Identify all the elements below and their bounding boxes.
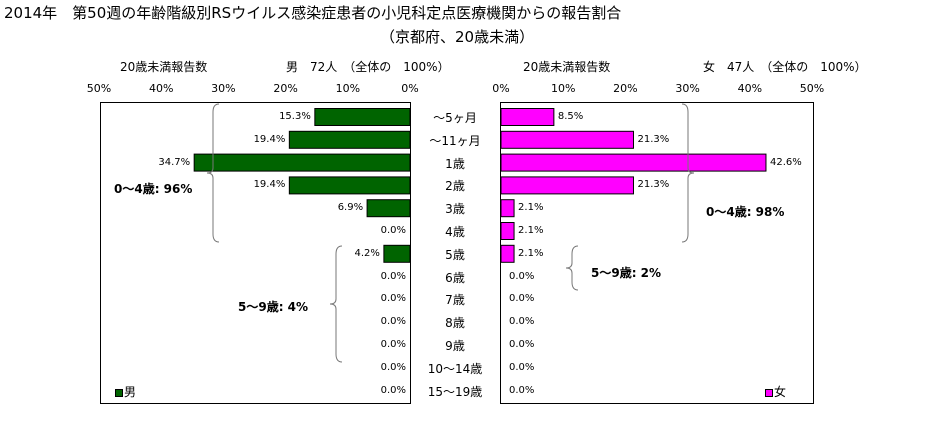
right-group-label-0-4: 0～4歳: 98% bbox=[706, 205, 785, 219]
category-label: 10～14歳 bbox=[427, 361, 483, 376]
female-data-label: 0.0% bbox=[509, 293, 535, 305]
female-data-label: 0.0% bbox=[509, 361, 535, 373]
female-bar bbox=[500, 108, 555, 126]
male-data-label: 0.0% bbox=[380, 225, 406, 236]
left-axis-tick: 40% bbox=[148, 82, 174, 95]
male-data-label: 0.0% bbox=[380, 316, 406, 328]
right-header-label: 20歳未満報告数 bbox=[523, 60, 611, 74]
female-data-label: 21.3% bbox=[637, 179, 670, 191]
male-bar bbox=[193, 153, 411, 172]
female-bar bbox=[500, 222, 515, 240]
right-axis-tick: 50% bbox=[799, 82, 825, 95]
male-data-label: 19.4% bbox=[253, 133, 286, 145]
category-label: 1歳 bbox=[445, 156, 465, 171]
female-data-label: 0.0% bbox=[509, 339, 535, 350]
right-axis-tick: 10% bbox=[550, 82, 576, 95]
female-bar bbox=[500, 244, 515, 263]
male-bar bbox=[383, 244, 411, 263]
left-axis-tick: 50% bbox=[86, 82, 112, 95]
male-bar bbox=[314, 108, 411, 126]
male-data-label: 6.9% bbox=[337, 202, 364, 214]
category-label: 3歳 bbox=[445, 202, 465, 217]
female-data-label: 42.6% bbox=[769, 156, 802, 168]
male-bar bbox=[288, 130, 411, 149]
male-data-label: 15.3% bbox=[279, 111, 311, 122]
female-data-label: 0.0% bbox=[509, 384, 535, 396]
left-axis-tick: 10% bbox=[335, 82, 361, 95]
left-header-label: 20歳未満報告数 bbox=[120, 60, 208, 74]
left-brace-0-4 bbox=[206, 103, 220, 243]
female-data-label: 21.3% bbox=[637, 133, 670, 145]
female-bar bbox=[500, 130, 634, 149]
category-label: 4歳 bbox=[445, 225, 465, 239]
female-data-label: 2.1% bbox=[518, 247, 544, 259]
legend-female-swatch bbox=[765, 388, 773, 397]
female-data-label: 2.1% bbox=[518, 225, 544, 236]
right-axis-tick: 40% bbox=[737, 82, 763, 95]
legend-female-label: 女 bbox=[774, 385, 787, 399]
male-bar bbox=[288, 176, 411, 195]
legend-male: 男 bbox=[115, 383, 136, 400]
category-label: 8歳 bbox=[445, 316, 465, 331]
right-axis-tick: 0% bbox=[492, 82, 510, 95]
legend-male-swatch bbox=[115, 388, 123, 397]
female-bar bbox=[500, 153, 767, 172]
male-data-label: 0.0% bbox=[380, 270, 406, 282]
left-brace-5-9 bbox=[329, 245, 343, 363]
male-data-label: 0.0% bbox=[380, 361, 406, 373]
female-bar bbox=[500, 199, 515, 218]
left-group-label-0-4: 0～4歳: 96% bbox=[114, 182, 193, 196]
female-data-label: 0.0% bbox=[509, 270, 535, 282]
left-header-summary: 男 72人 （全体の 100%） bbox=[286, 60, 450, 74]
male-data-label: 0.0% bbox=[380, 384, 406, 396]
legend-male-label: 男 bbox=[124, 385, 137, 399]
category-label: 5歳 bbox=[445, 247, 465, 262]
left-axis-tick: 20% bbox=[273, 82, 298, 95]
male-data-label: 4.2% bbox=[354, 247, 380, 259]
left-group-label-5-9: 5～9歳: 4% bbox=[238, 300, 309, 314]
female-data-label: 2.1% bbox=[518, 202, 544, 214]
category-label: 9歳 bbox=[445, 339, 465, 353]
female-data-label: 0.0% bbox=[509, 316, 535, 328]
category-label: ～11ヶ月 bbox=[429, 133, 481, 148]
male-data-label: 0.0% bbox=[380, 293, 406, 305]
male-data-label: 0.0% bbox=[380, 339, 406, 350]
category-label: 7歳 bbox=[445, 293, 465, 308]
female-data-label: 8.5% bbox=[557, 111, 584, 122]
legend-female: 女 bbox=[765, 383, 786, 400]
right-brace-0-4 bbox=[681, 103, 695, 243]
left-axis-tick: 30% bbox=[211, 82, 236, 95]
right-axis-tick: 30% bbox=[675, 82, 700, 95]
right-axis-tick: 20% bbox=[613, 82, 638, 95]
male-bar bbox=[366, 199, 411, 218]
category-label: 2歳 bbox=[445, 179, 465, 194]
male-data-label: 34.7% bbox=[158, 156, 191, 168]
male-data-label: 19.4% bbox=[253, 179, 286, 191]
right-header-summary: 女 47人 （全体の 100%） bbox=[703, 60, 867, 74]
right-brace-5-9 bbox=[565, 245, 579, 291]
category-label: 6歳 bbox=[445, 270, 465, 285]
category-label: ～5ヶ月 bbox=[433, 111, 477, 125]
left-axis-tick: 0% bbox=[401, 82, 419, 95]
category-label: 15～19歳 bbox=[427, 384, 483, 399]
chart-subtitle: （京都府、20歳未満） bbox=[380, 28, 535, 46]
left-plot-area bbox=[100, 102, 411, 404]
chart-title: 2014年 第50週の年齢階級別RSウイルス感染症患者の小児科定点医療機関からの… bbox=[4, 4, 622, 22]
female-bar bbox=[500, 176, 634, 195]
right-plot-area bbox=[500, 102, 814, 404]
right-group-label-5-9: 5～9歳: 2% bbox=[591, 266, 662, 280]
